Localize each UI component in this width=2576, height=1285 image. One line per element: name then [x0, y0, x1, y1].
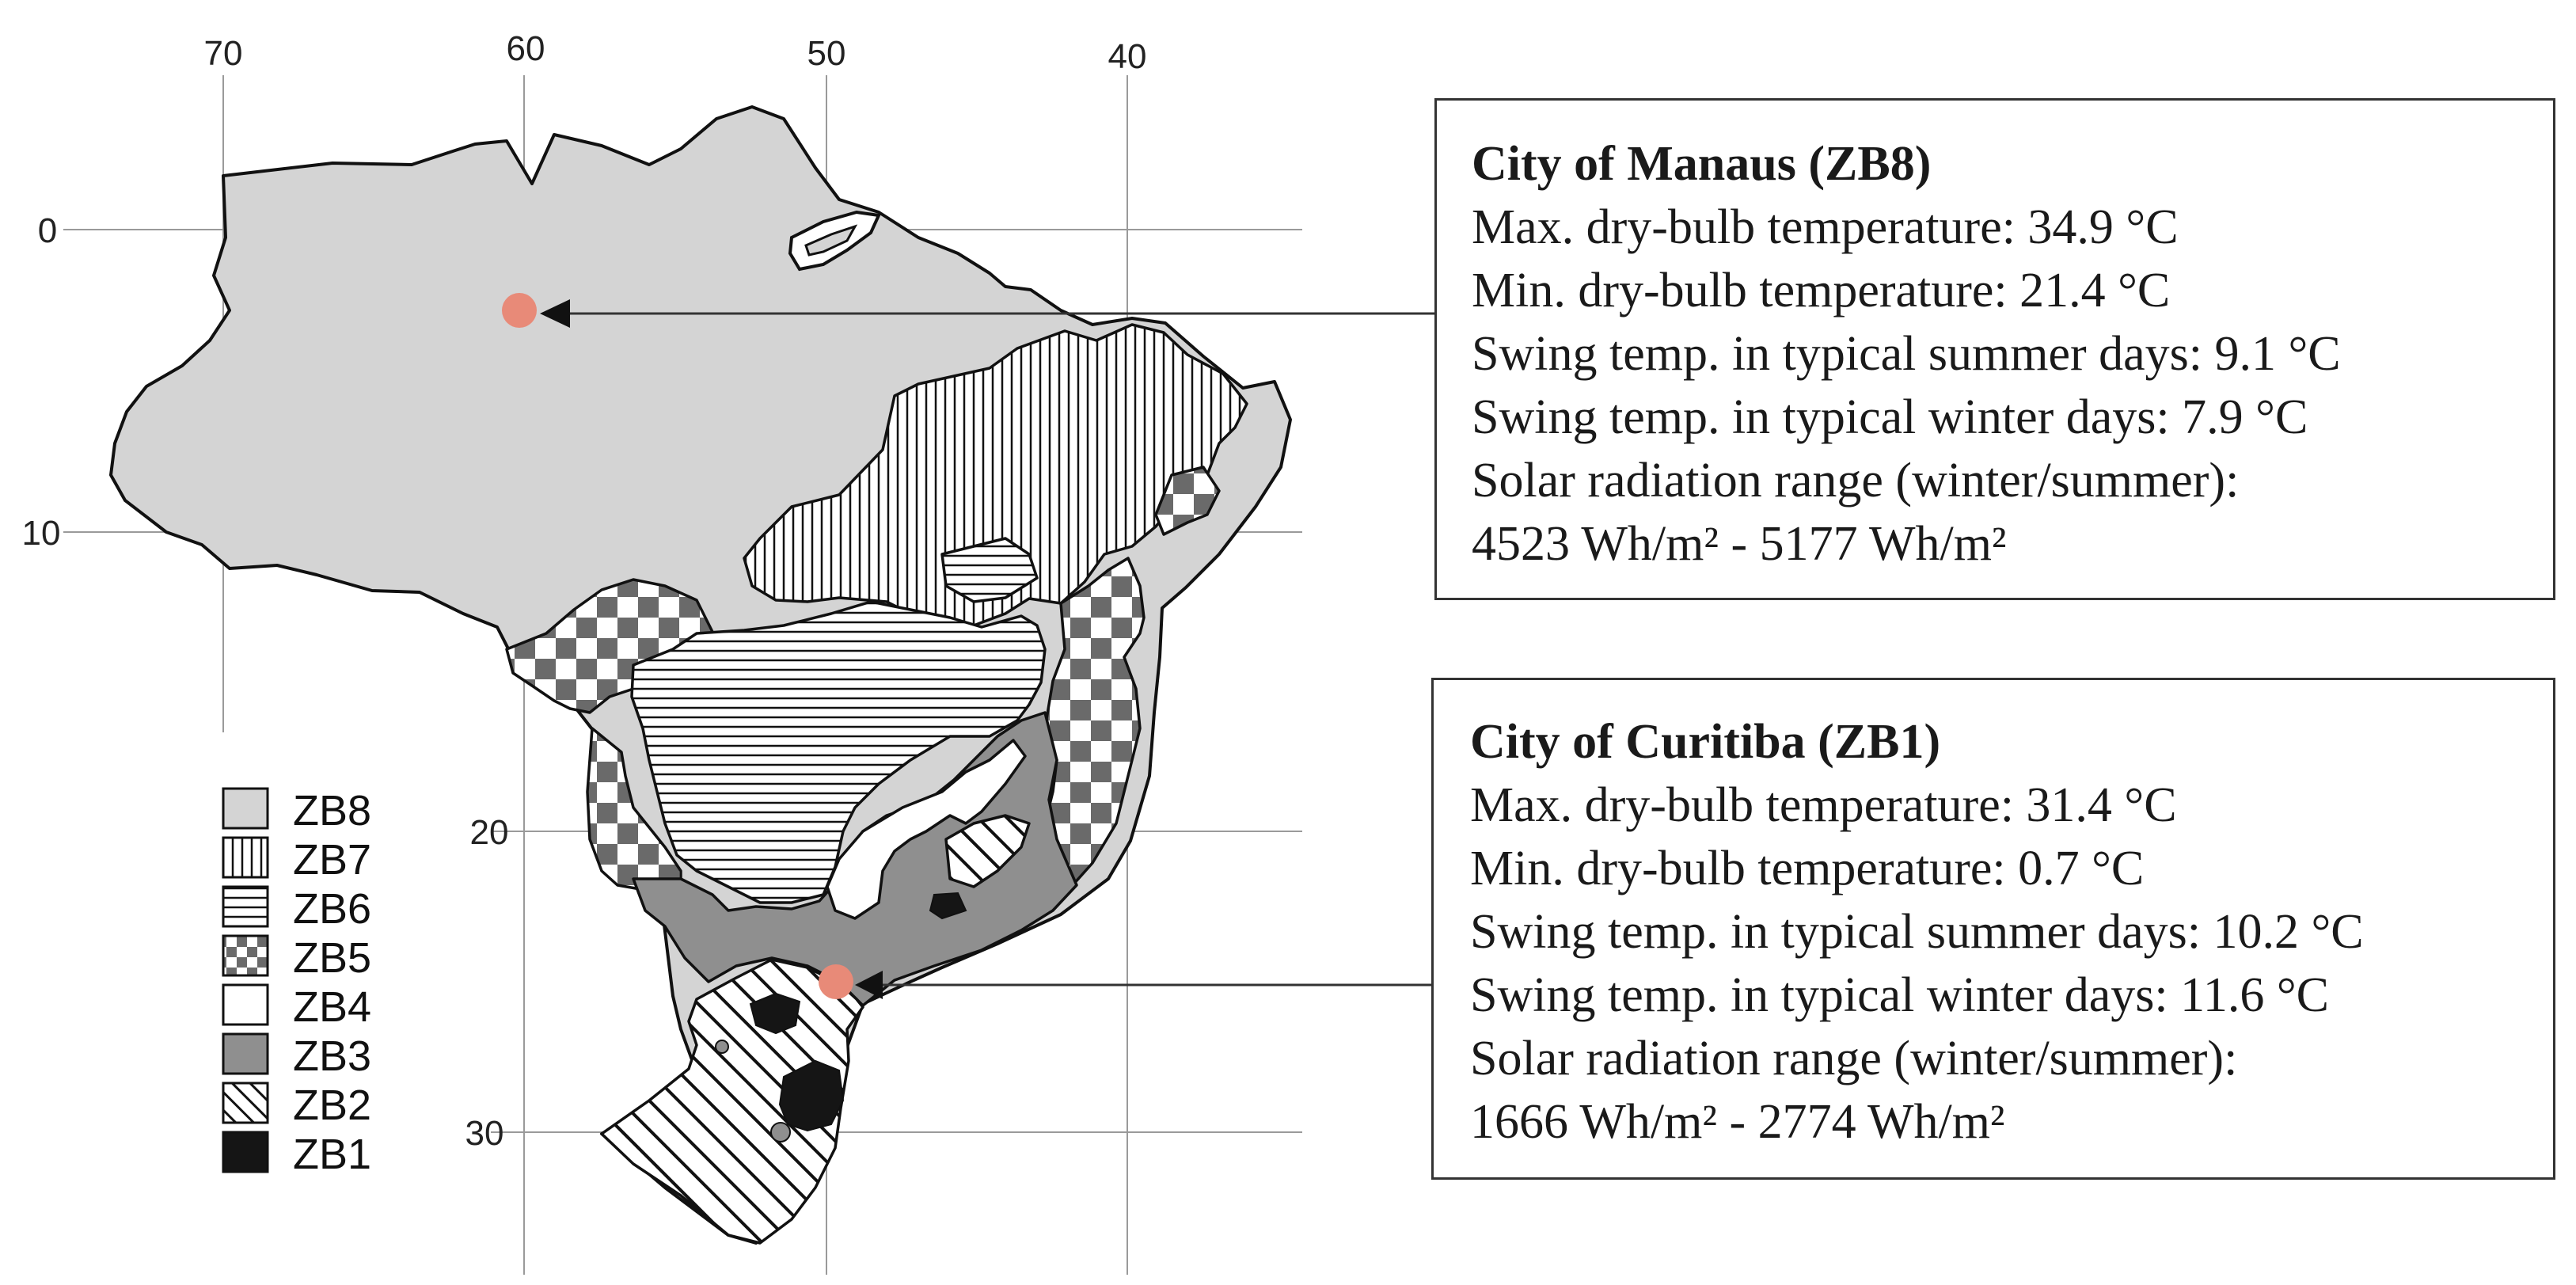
legend-label: ZB4	[293, 983, 371, 1031]
legend-label: ZB6	[293, 885, 371, 933]
longitude-tick-label: 40	[1108, 37, 1147, 76]
curitiba-max-temp: Max. dry-bulb temperature: 31.4 °C	[1470, 778, 2177, 832]
curitiba-min-temp: Min. dry-bulb temperature: 0.7 °C	[1470, 842, 2145, 895]
legend-label: ZB3	[293, 1032, 371, 1080]
manaus-city-marker	[502, 293, 537, 328]
latitude-tick-label: 0	[38, 211, 57, 250]
manaus-info-box: City of Manaus (ZB8) Max. dry-bulb tempe…	[1434, 98, 2555, 600]
legend-swatch-zb8	[222, 787, 269, 830]
legend-label: ZB8	[293, 787, 371, 834]
manaus-solar-label: Solar radiation range (winter/summer):	[1472, 454, 2240, 508]
curitiba-solar-label: Solar radiation range (winter/summer):	[1470, 1032, 2238, 1085]
legend-label: ZB5	[293, 934, 371, 982]
longitude-tick-label: 70	[204, 34, 243, 73]
legend-swatch-zb3	[222, 1032, 269, 1075]
legend-swatch-zb1	[222, 1131, 269, 1173]
zone-zb2	[600, 814, 1031, 1245]
curitiba-info-box: City of Curitiba (ZB1) Max. dry-bulb tem…	[1431, 678, 2555, 1180]
curitiba-city-marker	[819, 964, 853, 999]
zone-zb1	[749, 892, 967, 1132]
legend-swatch-zb2	[222, 1082, 269, 1124]
legend-swatch-zb5	[222, 934, 269, 977]
curitiba-swing-summer: Swing temp. in typical summer days: 10.2…	[1470, 905, 2364, 959]
latitude-tick-label: 30	[465, 1114, 504, 1153]
latitude-tick-label: 10	[22, 514, 61, 553]
zone-zb6	[630, 537, 1047, 904]
manaus-swing-summer: Swing temp. in typical summer days: 9.1 …	[1472, 327, 2341, 381]
minor-city-marker	[715, 1040, 729, 1054]
legend-label: ZB2	[293, 1082, 371, 1129]
legend-label: ZB1	[293, 1131, 371, 1178]
curitiba-swing-winter: Swing temp. in typical winter days: 11.6…	[1470, 968, 2329, 1022]
manaus-swing-winter: Swing temp. in typical winter days: 7.9 …	[1472, 390, 2308, 444]
legend-swatch-zb6	[222, 885, 269, 928]
manaus-arrow-icon	[540, 299, 570, 328]
curitiba-solar-range: 1666 Wh/m² - 2774 Wh/m²	[1470, 1095, 2005, 1149]
longitude-tick-label: 60	[507, 29, 545, 68]
latitude-tick-label: 20	[470, 813, 509, 852]
legend-swatch-zb7	[222, 836, 269, 879]
minor-city-marker	[770, 1122, 791, 1142]
curitiba-arrow-icon	[855, 971, 883, 999]
amazon-river-island	[804, 224, 858, 257]
longitude-tick-label: 50	[807, 34, 846, 73]
manaus-title: City of Manaus (ZB8)	[1472, 137, 1932, 191]
legend-label: ZB7	[293, 836, 371, 884]
zone-zb4	[826, 739, 1027, 920]
manaus-max-temp: Max. dry-bulb temperature: 34.9 °C	[1472, 200, 2179, 254]
legend-swatch-zb4	[222, 983, 269, 1026]
curitiba-title: City of Curitiba (ZB1)	[1470, 715, 1941, 769]
manaus-min-temp: Min. dry-bulb temperature: 21.4 °C	[1472, 264, 2171, 317]
legend: ZB8 ZB7 ZB6 ZB5 ZB4 ZB3 ZB2 ZB1	[222, 787, 371, 1178]
manaus-solar-range: 4523 Wh/m² - 5177 Wh/m²	[1472, 517, 2007, 571]
